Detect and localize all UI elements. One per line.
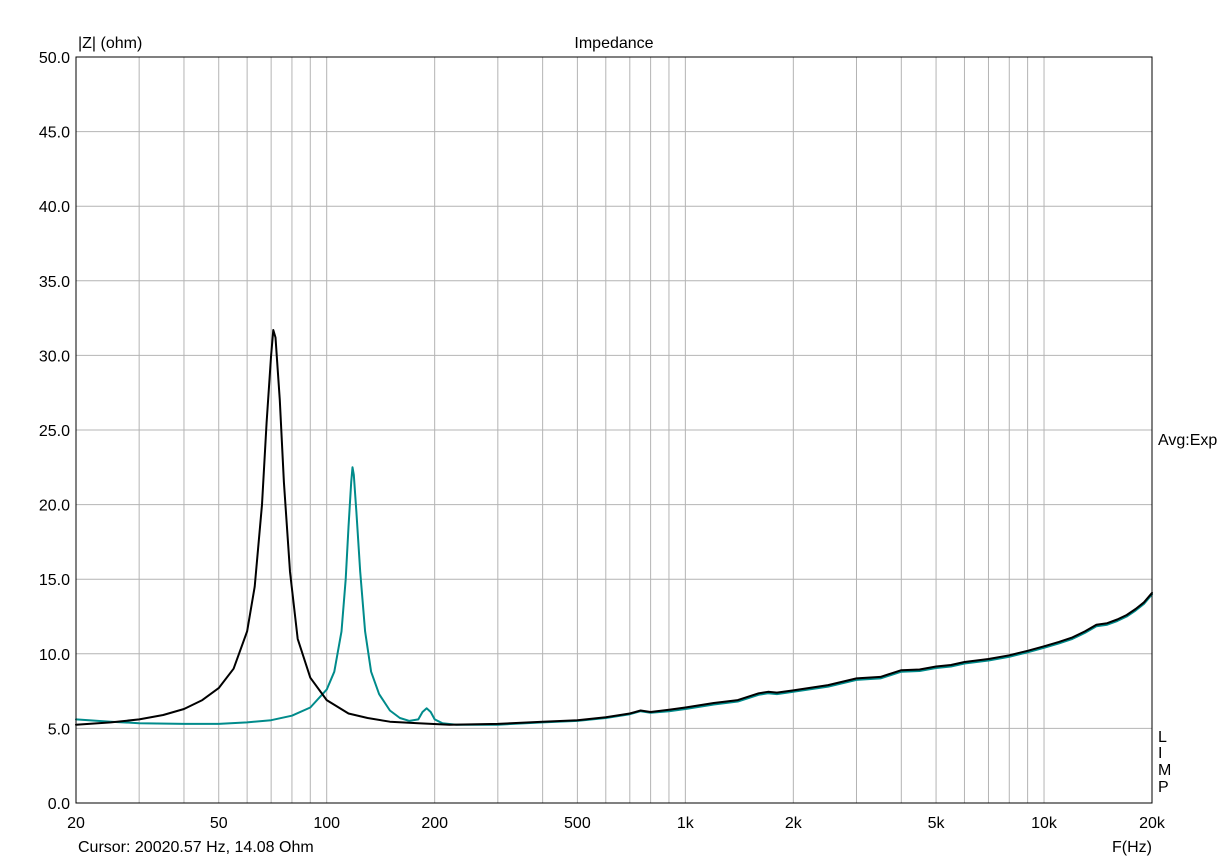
y-tick-label: 25.0: [39, 423, 70, 440]
y-tick-label: 10.0: [39, 647, 70, 664]
x-tick-label: 5k: [928, 815, 946, 832]
x-tick-label: 200: [421, 815, 448, 832]
y-tick-label: 50.0: [39, 50, 70, 67]
x-tick-label: 100: [313, 815, 340, 832]
limp-letter-l: L: [1158, 729, 1167, 746]
limp-letter-m: M: [1158, 762, 1171, 779]
x-tick-label: 1k: [677, 815, 695, 832]
y-tick-label: 35.0: [39, 274, 70, 291]
x-tick-label: 10k: [1031, 815, 1058, 832]
series-lines: [75, 329, 1153, 726]
y-tick-label: 30.0: [39, 348, 70, 365]
y-tick-label: 45.0: [39, 125, 70, 142]
limp-label: L I M P: [1158, 729, 1171, 796]
y-axis-label: |Z| (ohm): [78, 35, 142, 52]
plot-frame: [75, 56, 1153, 804]
x-tick-label: 20: [67, 815, 85, 832]
x-axis-label: F(Hz): [1112, 839, 1152, 856]
y-tick-label: 40.0: [39, 199, 70, 216]
y-tick-label: 20.0: [39, 498, 70, 515]
x-tick-labels: 20 50 100 200 500 1k 2k 5k 10k 20k: [67, 815, 1166, 832]
x-tick-label: 500: [564, 815, 591, 832]
y-tick-label: 0.0: [48, 796, 70, 813]
avg-label: Avg:Exp: [1158, 432, 1217, 449]
y-tick-labels: 0.0 5.0 10.0 15.0 20.0 25.0 30.0 35.0 40.0 45.0 50…: [39, 50, 70, 813]
grid-lines: [76, 57, 1152, 803]
cursor-readout: Cursor: 20020.57 Hz, 14.08 Ohm: [78, 839, 314, 856]
y-tick-label: 15.0: [39, 572, 70, 589]
x-tick-label: 50: [210, 815, 228, 832]
limp-letter-i: I: [1158, 745, 1162, 762]
chart-title: Impedance: [574, 35, 653, 52]
y-tick-label: 5.0: [48, 721, 70, 738]
x-tick-label: 20k: [1139, 815, 1166, 832]
impedance-series-line: [75, 329, 1153, 726]
limp-letter-p: P: [1158, 779, 1169, 796]
x-tick-label: 2k: [785, 815, 803, 832]
